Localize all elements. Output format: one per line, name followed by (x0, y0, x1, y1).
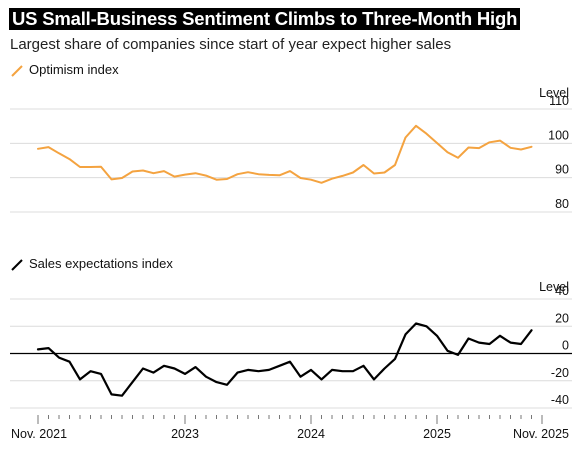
legend-optimism: Optimism index (11, 62, 119, 77)
legend-sales-label: Sales expectations index (29, 256, 173, 271)
legend-sales-swatch (11, 258, 23, 271)
chart-title: US Small-Business Sentiment Climbs to Th… (9, 8, 521, 30)
legend-optimism-label: Optimism index (29, 62, 119, 77)
legend-optimism-swatch (11, 64, 23, 77)
optimism-ytick-label: 90 (555, 163, 569, 177)
optimism-axis-unit-label: Level (539, 86, 569, 100)
x-tick-label: 2025 (423, 427, 451, 441)
sales-ytick-label: -20 (551, 366, 569, 380)
x-tick-label: Nov. 2025 (513, 427, 569, 441)
x-tick-label: 2023 (171, 427, 199, 441)
optimism-ytick-label: 80 (555, 197, 569, 211)
legend-sales: Sales expectations index (11, 256, 173, 271)
x-tick-label: 2024 (297, 427, 325, 441)
sales-ytick-label: -40 (551, 393, 569, 407)
optimism-ytick-label: 100 (548, 128, 569, 142)
x-tick-label: Nov. 2021 (11, 427, 67, 441)
sales-ytick-label: 40 (555, 284, 569, 298)
chart-subtitle: Largest share of companies since start o… (10, 36, 452, 53)
sales-ytick-label: 20 (555, 311, 569, 325)
sales-axis-unit-label: Level (539, 280, 569, 294)
sales-ytick-label: 0 (562, 339, 569, 353)
optimism-ytick-label: 110 (549, 94, 569, 108)
sales-series-line (36, 322, 533, 397)
optimism-series-line (37, 124, 533, 184)
